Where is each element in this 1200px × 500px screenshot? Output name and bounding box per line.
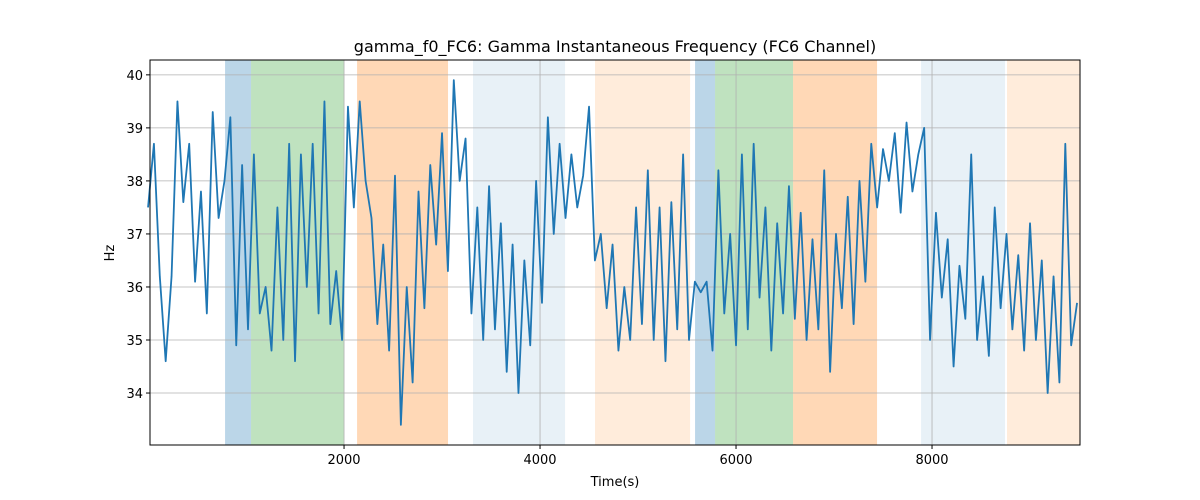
y-tick-label: 34 [126,387,143,402]
y-tick-label: 37 [126,228,143,243]
ticks: 2000 4000 6000 8000 34 35 36 37 38 39 40 [126,69,948,468]
y-tick-label: 39 [126,122,143,137]
plot-frame [149,59,1081,446]
span [921,60,1006,445]
span [595,60,691,445]
spans [225,60,1080,445]
data-line [147,79,1078,426]
y-tick-label: 35 [126,334,143,349]
chart-title: gamma_f0_FC6: Gamma Instantaneous Freque… [354,37,876,57]
y-axis-label: Hz [103,245,118,262]
y-tick-label: 38 [126,175,143,190]
x-axis-label: Time(s) [590,475,640,490]
y-tick-label: 36 [126,281,143,296]
x-tick-label: 4000 [523,453,556,468]
span [695,60,716,445]
x-tick-label: 6000 [719,453,752,468]
x-tick-label: 2000 [327,453,360,468]
x-tick-label: 8000 [915,453,948,468]
span [225,60,252,445]
y-tick-label: 40 [126,69,143,84]
span [715,60,794,445]
plot [147,79,1078,426]
